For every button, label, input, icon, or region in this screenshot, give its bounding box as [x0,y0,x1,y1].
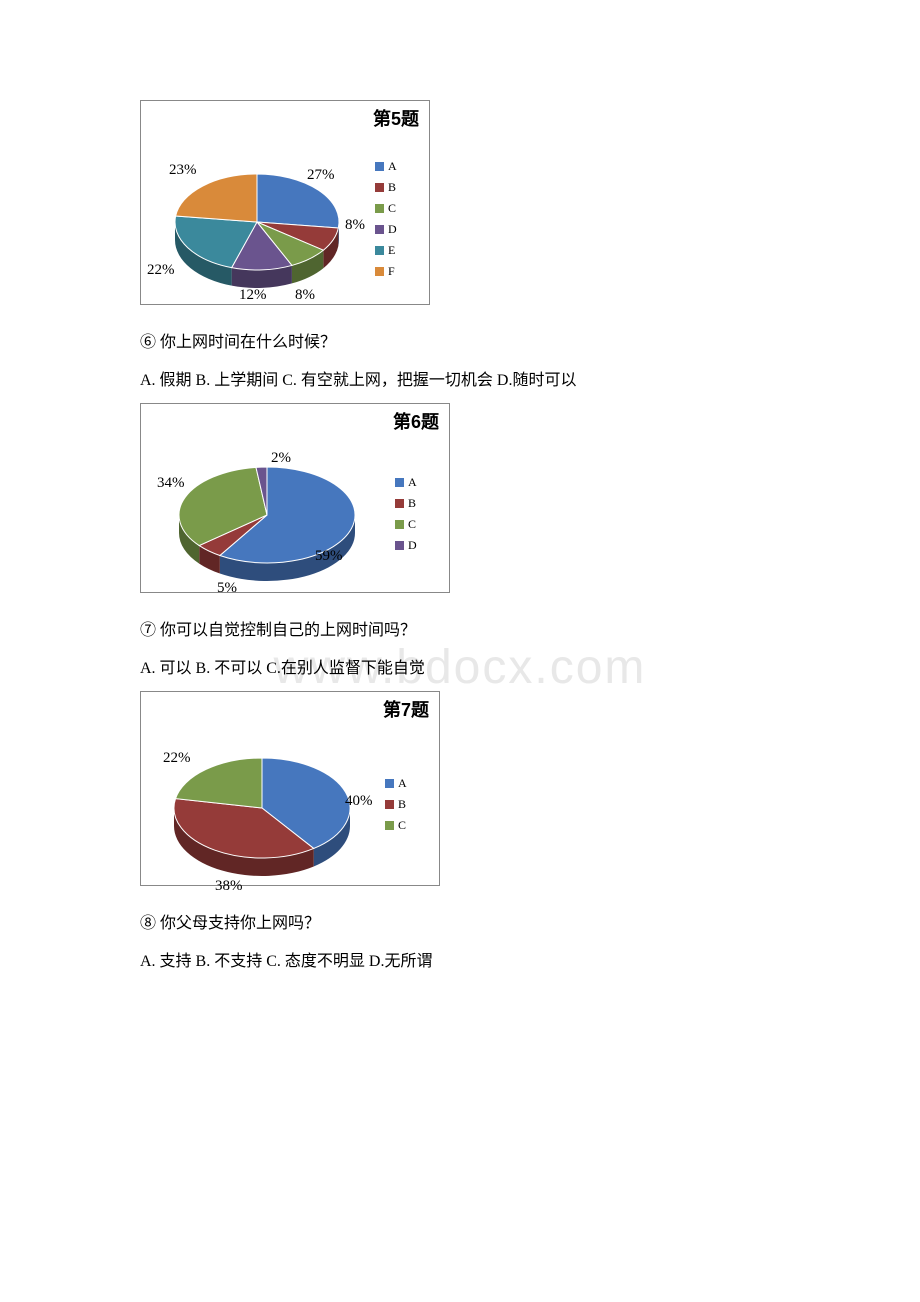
legend-swatch [375,183,384,192]
legend-item: C [375,201,397,216]
chart6-pie: 59%5%34%2% [147,410,387,590]
chart5-pie: 27% 8% 8% 12% 22% 23% [147,107,367,302]
answers7: A. 可以 B. 不可以 C.在别人监督下能自觉 [140,653,780,685]
legend-label: E [388,243,395,258]
legend-swatch [395,499,404,508]
pie-label: 38% [215,878,243,895]
pie-label: 23% [169,162,197,179]
page-content: 第5题 27%8%8%12%22%23% ABCDEF ⑥ 你上网时间在什么时候… [140,100,780,978]
pie-label: 59% [315,548,343,565]
legend-swatch [395,478,404,487]
chart5-title: 第5题 [373,105,419,131]
legend-item: A [375,159,397,174]
legend-item: A [395,475,417,490]
legend-label: C [398,818,406,833]
question6: ⑥ 你上网时间在什么时候？ [140,327,780,359]
legend-item: B [375,180,397,195]
chart6-box: 第6题 59%5%34%2% ABCD [140,403,450,593]
legend-swatch [375,225,384,234]
pie-label: 40% [345,793,373,810]
question7: ⑦ 你可以自觉控制自己的上网时间吗？ [140,615,780,647]
chart5-box: 第5题 27% 8% 8% 12% 22% 23% ABCDEF [140,100,430,305]
legend-label: B [388,180,396,195]
pie-label: 8% [295,287,315,304]
legend-label: A [388,159,397,174]
legend-label: B [398,797,406,812]
legend-item: D [375,222,397,237]
legend-swatch [395,520,404,529]
legend-label: D [408,538,417,553]
legend-label: C [388,201,396,216]
pie-label: 34% [157,475,185,492]
legend-item: B [395,496,417,511]
pie-label: 22% [163,750,191,767]
answers6: A. 假期 B. 上学期间 C. 有空就上网，把握一切机会 D.随时可以 [140,365,780,397]
pie-label: 2% [271,450,291,467]
question8: ⑧ 你父母支持你上网吗？ [140,908,780,940]
legend-item: B [385,797,407,812]
legend-item: C [385,818,407,833]
legend-label: D [388,222,397,237]
chart7-legend: ABC [385,776,407,833]
legend-swatch [395,541,404,550]
pie-label: 12% [239,287,267,304]
legend-swatch [385,821,394,830]
pie-label: 22% [147,262,175,279]
chart7-title: 第7题 [383,696,429,722]
legend-item: C [395,517,417,532]
legend-swatch [375,246,384,255]
legend-label: F [388,264,395,279]
legend-item: E [375,243,397,258]
legend-swatch [375,162,384,171]
pie-label: 8% [345,217,365,234]
legend-label: C [408,517,416,532]
legend-label: A [398,776,407,791]
pie-label: 5% [217,580,237,597]
legend-label: A [408,475,417,490]
chart6-title: 第6题 [393,408,439,434]
legend-swatch [375,267,384,276]
legend-swatch [385,779,394,788]
chart6-legend: ABCD [395,475,417,553]
legend-item: D [395,538,417,553]
chart7-box: 第7题 40%38%22% ABC [140,691,440,886]
answers8: A. 支持 B. 不支持 C. 态度不明显 D.无所谓 [140,946,780,978]
legend-swatch [385,800,394,809]
legend-label: B [408,496,416,511]
pie-label: 27% [307,167,335,184]
chart5-legend: ABCDEF [375,159,397,279]
legend-item: F [375,264,397,279]
legend-item: A [385,776,407,791]
legend-swatch [375,204,384,213]
chart7-pie: 40%38%22% [147,698,377,883]
